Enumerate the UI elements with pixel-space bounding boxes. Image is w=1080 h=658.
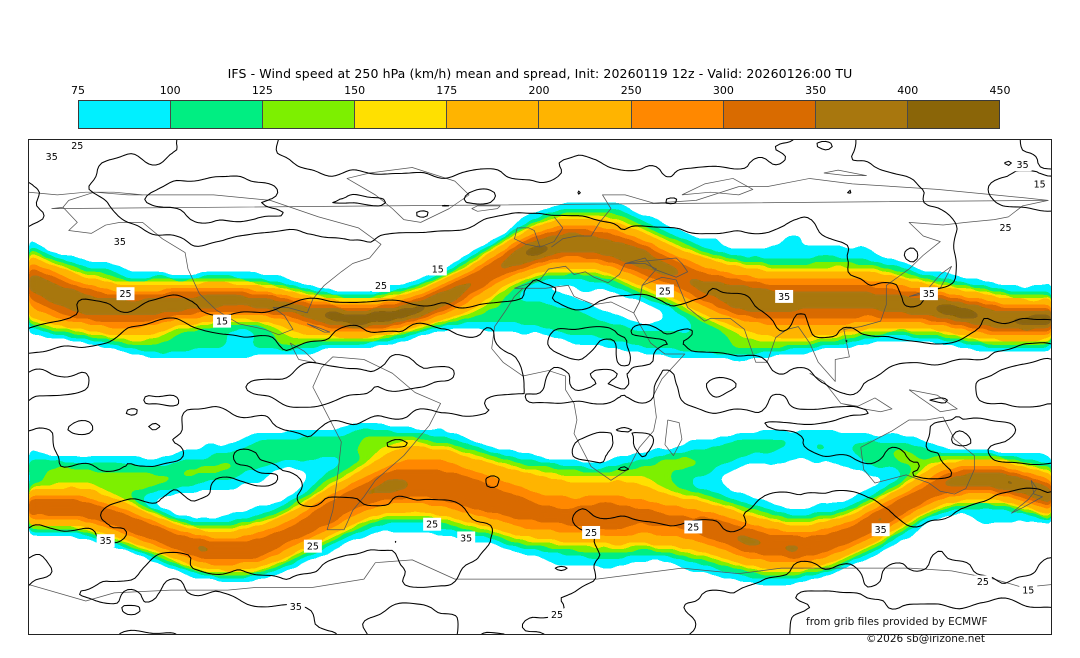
contour-label-25: 25 [659, 286, 671, 297]
contour-label-25: 25 [687, 522, 699, 533]
wind-speed-map: 35 25 35 25 15 25 15 25 35 35 25 35 15 35 25 25 35 25 25 35… [29, 140, 1051, 634]
contour-label-25: 25 [307, 542, 319, 553]
colorbar-tick-175: 175 [436, 84, 457, 97]
contour-label-15: 15 [432, 264, 444, 275]
colorbar-tick-200: 200 [529, 84, 550, 97]
colorbar-tick-400: 400 [897, 84, 918, 97]
contour-label-25: 25 [71, 141, 83, 152]
colorbar-band-6 [632, 101, 724, 128]
contour-label-25: 25 [426, 520, 438, 531]
colorbar-band-0 [79, 101, 171, 128]
colorbar-tick-labels: 75 100 125 150 175 200 250 300 350 400 450 [78, 84, 1000, 100]
colorbar-band-5 [539, 101, 631, 128]
colorbar-band-7 [724, 101, 816, 128]
contour-label-35: 35 [290, 602, 302, 613]
contour-label-25: 25 [1000, 223, 1012, 234]
colorbar-band-8 [816, 101, 908, 128]
colorbar-band-1 [171, 101, 263, 128]
contour-label-35: 35 [100, 536, 112, 547]
colorbar-tick-100: 100 [160, 84, 181, 97]
contour-label-35: 35 [923, 289, 935, 300]
contour-label-15: 15 [1022, 585, 1034, 596]
contour-label-25: 25 [551, 610, 563, 621]
coastline-segment [824, 170, 867, 175]
page-title: IFS - Wind speed at 250 hPa (km/h) mean … [0, 66, 1080, 81]
contour-label-35: 35 [1017, 160, 1029, 171]
contour-label-35: 35 [778, 292, 790, 303]
colorbar-tick-75: 75 [71, 84, 85, 97]
contour-label-25: 25 [375, 281, 387, 292]
colorbar-tick-150: 150 [344, 84, 365, 97]
colorbar-tick-300: 300 [713, 84, 734, 97]
colorbar-band-3 [355, 101, 447, 128]
contour-label-35: 35 [460, 533, 472, 544]
contour-label-35: 35 [114, 237, 126, 248]
colorbar: 75 100 125 150 175 200 250 300 350 400 450 [78, 84, 1000, 129]
colorbar-tick-350: 350 [805, 84, 826, 97]
coastline-segment [347, 167, 469, 222]
colorbar-band-9 [908, 101, 999, 128]
colorbar-band-2 [263, 101, 355, 128]
contour-label-15: 15 [216, 317, 228, 328]
coastline-segment [472, 206, 500, 211]
copyright-credit: ©2026 sb@irizone.net [866, 633, 985, 645]
contour-label-35: 35 [875, 525, 887, 536]
contour-label-15: 15 [1034, 179, 1046, 190]
colorbar-tick-450: 450 [990, 84, 1011, 97]
colorbar-bands [78, 100, 1000, 129]
colorbar-tick-250: 250 [621, 84, 642, 97]
spread-contour-15 [29, 355, 1051, 408]
contour-label-25: 25 [977, 577, 989, 588]
data-source-credit: from grib files provided by ECMWF [806, 616, 988, 628]
contour-label-35: 35 [46, 152, 58, 163]
map-panel: 35 25 35 25 15 25 15 25 35 35 25 35 15 35 25 25 35 25 25 35… [28, 139, 1052, 635]
colorbar-band-4 [447, 101, 539, 128]
contour-label-25: 25 [585, 528, 597, 539]
colorbar-tick-125: 125 [252, 84, 273, 97]
contour-label-25: 25 [119, 289, 131, 300]
